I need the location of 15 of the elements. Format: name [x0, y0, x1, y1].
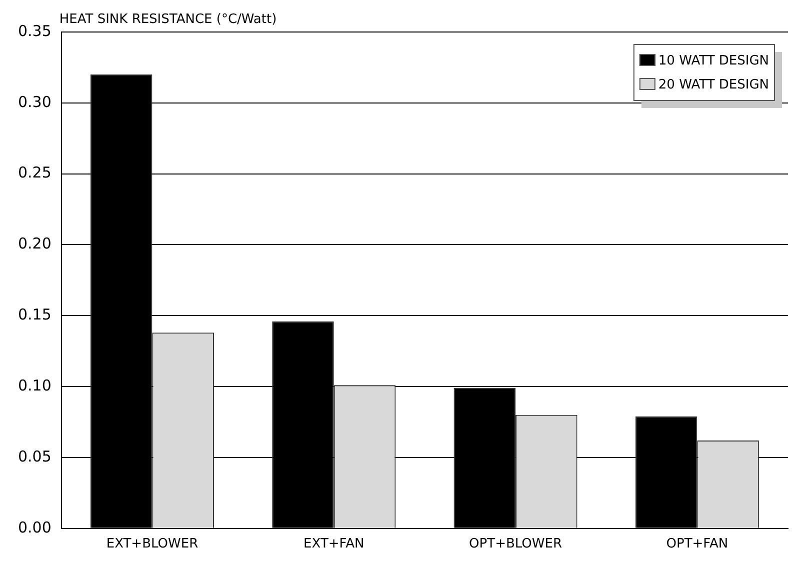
y-tick-label: 0.25: [18, 164, 52, 182]
y-tick-label: 0.10: [18, 376, 52, 394]
x-tick-label: OPT+FAN: [666, 536, 728, 552]
legend-label: 20 WATT DESIGN: [658, 77, 770, 92]
y-tick-label: 0.00: [18, 518, 52, 536]
x-tick-label: EXT+FAN: [304, 536, 364, 552]
legend-label: 10 WATT DESIGN: [658, 53, 770, 68]
x-tick-label: EXT+BLOWER: [106, 536, 198, 552]
x-tick-label: OPT+BLOWER: [469, 536, 562, 552]
y-tick-label: 0.15: [18, 306, 52, 324]
y-tick-label: 0.20: [18, 234, 52, 253]
chart-title: HEAT SINK RESISTANCE (°C/Watt): [59, 12, 277, 27]
y-tick-label: 0.05: [18, 447, 52, 466]
y-tick-label: 0.30: [18, 92, 52, 111]
y-tick-label: 0.35: [18, 22, 52, 40]
